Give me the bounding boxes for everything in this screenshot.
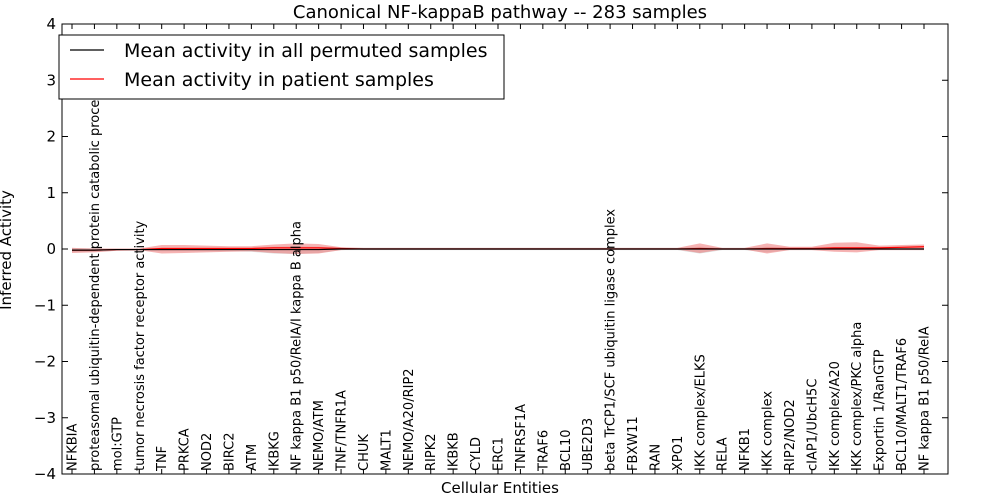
x-tick-label: NOD2 [200, 433, 215, 471]
legend-box [58, 34, 505, 100]
x-tick-label: IKK complex/PKC alpha [850, 322, 865, 471]
x-tick-label: proteasomal ubiquitin-dependent protein … [88, 86, 103, 471]
y-axis: −4 −3 −2 −1 0 1 2 3 4 [34, 15, 948, 483]
x-tick-label: IKK complex/ELKS [693, 354, 708, 471]
legend-entry-permuted: Mean activity in all permuted samples [124, 40, 487, 62]
x-tick-label: PRKCA [178, 428, 193, 471]
x-tick-label: ATM [245, 444, 260, 471]
plot-area [72, 242, 925, 255]
x-tick-label: cIAP1/UbcH5C [805, 379, 820, 471]
x-tick-label: RIPK2 [424, 433, 439, 471]
x-tick-label: TNFRSF1A [514, 404, 529, 472]
x-tick-label: ERC1 [492, 437, 507, 471]
x-tick-label: IKBKG [267, 431, 282, 471]
y-tick-label: −3 [34, 409, 56, 427]
x-tick-label: CYLD [469, 437, 484, 471]
y-tick-label: 4 [46, 15, 56, 33]
y-tick-label: 3 [46, 71, 56, 89]
x-axis-title: Cellular Entities [441, 479, 559, 497]
x-tick-label: TNF/TNFR1A [335, 390, 350, 472]
x-tick-label: RIP2/NOD2 [783, 399, 798, 471]
x-tick-label: IKK complex [761, 391, 776, 471]
x-tick-label: beta TrCP1/SCF ubiquitin ligase complex [604, 209, 619, 471]
x-tick-label: BCL10/MALT1/TRAF6 [895, 338, 910, 471]
y-tick-label: 1 [46, 184, 56, 202]
series-line-0 [72, 248, 924, 251]
x-tick-label: NF kappa B1 p50/RelA [918, 326, 933, 471]
x-tick-label: NEMO/A20/RIP2 [402, 368, 417, 471]
x-tick-label: IKBKB [447, 432, 462, 471]
x-tick-label: UBE2D3 [581, 418, 596, 471]
y-tick-label: 2 [46, 128, 56, 146]
x-tick-label: tumor necrosis factor receptor activity [133, 220, 148, 471]
x-tick-label: RELA [716, 437, 731, 471]
x-tick-label: MALT1 [379, 429, 394, 471]
x-tick-label: BCL10 [559, 429, 574, 471]
x-axis: NFKBIA proteasomal ubiquitin-dependent pr… [66, 24, 933, 474]
y-tick-label: 0 [46, 240, 56, 258]
y-tick-label: −4 [34, 465, 56, 483]
x-tick-label: FBXW11 [626, 416, 641, 471]
x-tick-label: NFKB1 [738, 428, 753, 471]
legend-entry-patient: Mean activity in patient samples [124, 69, 434, 91]
x-tick-label: mol:GTP [110, 417, 125, 471]
chart-title: Canonical NF-kappaB pathway -- 283 sampl… [293, 2, 707, 23]
plot-frame [61, 23, 949, 475]
x-tick-label: IKK complex/A20 [828, 361, 843, 471]
x-tick-label: CHUK [357, 434, 372, 471]
legend: Mean activity in all permuted samples Me… [58, 34, 505, 100]
x-tick-label: NEMO/ATM [312, 400, 327, 471]
x-tick-label: RAN [648, 444, 663, 471]
x-tick-label: NFKBIA [66, 424, 81, 471]
x-tick-label: TNF [155, 446, 170, 472]
x-tick-label: NF kappa B1 p50/RelA/I kappa B alpha [290, 221, 305, 471]
x-tick-label: XPO1 [671, 436, 686, 471]
y-axis-title: Inferred Activity [0, 190, 15, 310]
x-tick-label: TRAF6 [536, 430, 551, 472]
x-tick-label: Exportin 1/RanGTP [873, 349, 888, 471]
series-band-1 [72, 242, 924, 255]
y-tick-label: −1 [34, 296, 56, 314]
y-tick-label: −2 [34, 353, 56, 371]
x-tick-label: BIRC2 [222, 433, 237, 472]
